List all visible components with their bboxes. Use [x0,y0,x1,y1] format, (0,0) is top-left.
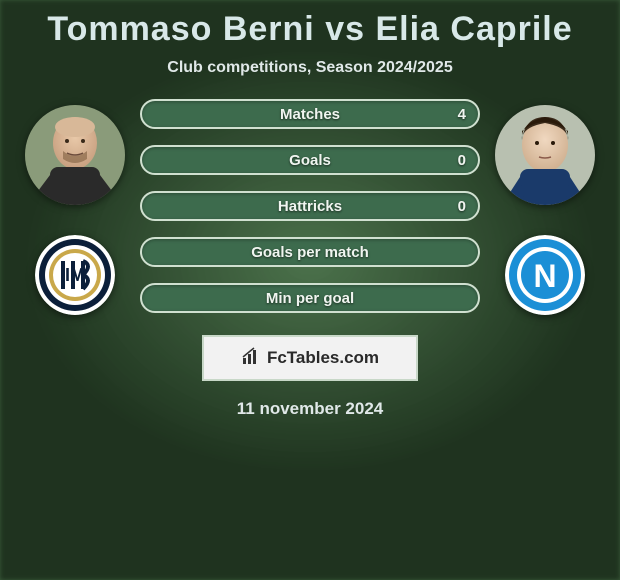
stat-row-hattricks: Hattricks 0 [140,191,480,221]
right-player-column: N [490,95,600,315]
stat-label: Hattricks [278,198,342,215]
stat-right-value: 0 [458,198,466,215]
stat-label: Matches [280,106,340,123]
stat-row-min-per-goal: Min per goal [140,283,480,313]
player-right-avatar [495,105,595,205]
player-left-avatar [25,105,125,205]
stat-row-goals: Goals 0 [140,145,480,175]
subtitle: Club competitions, Season 2024/2025 [0,59,620,77]
page-title: Tommaso Berni vs Elia Caprile [0,10,620,49]
stat-row-goals-per-match: Goals per match [140,237,480,267]
stat-label: Goals [289,152,331,169]
player-left-club-badge: IM [35,235,115,315]
stats-column: Matches 4 Goals 0 Hattricks 0 Goals per … [140,95,480,313]
stat-row-matches: Matches 4 [140,99,480,129]
stat-label: Goals per match [251,244,369,261]
player-right-club-badge: N [505,235,585,315]
svg-text:IM: IM [65,265,85,285]
watermark: FcTables.com [202,335,418,381]
svg-text:N: N [533,258,556,294]
stat-right-value: 0 [458,152,466,169]
left-player-column: IM [20,95,130,315]
stat-label: Min per goal [266,290,354,307]
stat-right-value: 4 [458,106,466,123]
date: 11 november 2024 [0,399,620,419]
watermark-text: FcTables.com [267,348,379,368]
comparison-row: IM Matches 4 Goals 0 Hattricks 0 [0,95,620,315]
chart-icon [241,346,261,371]
